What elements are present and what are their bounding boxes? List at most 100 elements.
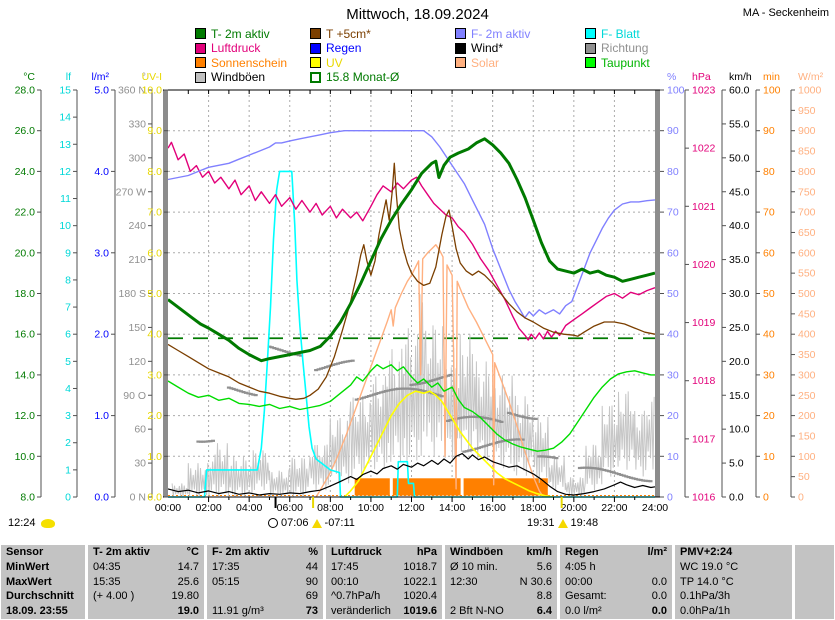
sunset-icon <box>557 518 568 528</box>
table-row: 17:45 1018.7 <box>331 560 437 573</box>
svg-text:10.0: 10.0 <box>729 424 750 436</box>
svg-text:20.0: 20.0 <box>15 247 36 259</box>
legend-swatch-luftdruck <box>195 42 206 54</box>
svg-text:13: 13 <box>59 139 71 151</box>
svg-text:300: 300 <box>128 152 146 164</box>
legend-label-regen: Regen <box>326 41 362 56</box>
svg-text:11: 11 <box>60 193 71 205</box>
legend-swatch-fblatt <box>585 28 596 39</box>
table-col-regen: Regen l/m² 4:05 h 00:00 0.0 Gesamt: 0.0 0.0 l/m… <box>560 545 672 619</box>
svg-text:60: 60 <box>667 247 679 259</box>
legend-label-richtung: Richtung <box>601 41 649 56</box>
svg-text:22:00: 22:00 <box>601 502 627 514</box>
svg-text:100: 100 <box>667 85 685 97</box>
legend-item-taupunkt: Taupunkt <box>585 56 650 70</box>
legend-item-t2m: T- 2m aktiv <box>195 27 270 41</box>
svg-text:0.0: 0.0 <box>94 492 109 504</box>
svg-text:360 N: 360 N <box>118 85 146 97</box>
axis-header-hpa: hPa <box>692 71 711 83</box>
svg-text:8: 8 <box>65 274 71 286</box>
axis-kmh: 0.0 5.0 10.0 15.0 20.0 25.0 30.0 35.0 40.0 45.0 50… <box>721 71 752 504</box>
svg-text:5: 5 <box>65 356 71 368</box>
axis-header-lm2: l/m² <box>92 71 110 83</box>
sunrise-row: 07:06 -07:11 <box>268 517 355 529</box>
station-name: MA - Seckenheim <box>742 7 829 19</box>
svg-text:330: 330 <box>128 118 146 130</box>
table-row: 05:15 90 <box>212 575 318 588</box>
series-solar <box>315 243 544 498</box>
svg-text:0: 0 <box>798 492 804 504</box>
svg-text:16:00: 16:00 <box>480 502 506 514</box>
table-row: Durchschnitt <box>6 590 74 603</box>
svg-text:40.0: 40.0 <box>729 220 750 232</box>
svg-text:12:00: 12:00 <box>398 502 424 514</box>
svg-text:1021: 1021 <box>692 201 716 213</box>
svg-text:300: 300 <box>798 369 816 381</box>
svg-text:30: 30 <box>763 369 775 381</box>
svg-text:00:00: 00:00 <box>155 502 181 514</box>
svg-text:0.0: 0.0 <box>729 492 744 504</box>
sunset-time-1: 19:31 <box>527 517 555 529</box>
svg-text:8.0: 8.0 <box>147 166 162 178</box>
table-row: 18.09. 23:55 <box>6 605 68 618</box>
svg-text:8.0: 8.0 <box>20 492 35 504</box>
svg-text:5.0: 5.0 <box>729 458 744 470</box>
sunrise-icon <box>311 518 322 528</box>
legend-swatch-wind <box>455 42 466 54</box>
svg-text:16.0: 16.0 <box>15 329 36 341</box>
legend-item-fblatt: F- Blatt <box>585 27 640 41</box>
legend-label-monat: 15.8 Monat-Ø <box>326 70 400 85</box>
table-row <box>795 575 834 590</box>
svg-text:02:00: 02:00 <box>195 502 221 514</box>
svg-text:500: 500 <box>798 288 816 300</box>
svg-text:30: 30 <box>667 369 679 381</box>
legend-swatch-uv <box>310 57 321 69</box>
solar-noon-time: 12:24 <box>8 517 36 529</box>
legend-swatch-solar <box>455 57 466 69</box>
legend-swatch-regen <box>310 42 321 54</box>
table-row: TP 14.0 °C <box>680 575 734 588</box>
series-windboeen <box>171 294 655 498</box>
stats-table: Sensor MinWert MaxWert Durchschnitt 18.09. 2… <box>1 545 834 619</box>
axis-header-wm2: W/m² <box>798 71 824 83</box>
legend-item-t5cm: T +5cm* <box>310 27 371 41</box>
gridlines <box>168 90 655 497</box>
svg-text:18:00: 18:00 <box>520 502 546 514</box>
axis-header-min: min <box>763 71 780 83</box>
svg-text:0: 0 <box>65 492 71 504</box>
svg-text:25.0: 25.0 <box>729 322 750 334</box>
axis-header-pct: % <box>667 71 676 83</box>
svg-text:2.0: 2.0 <box>94 329 109 341</box>
svg-text:40: 40 <box>667 329 679 341</box>
svg-text:750: 750 <box>798 186 816 198</box>
svg-text:55.0: 55.0 <box>729 118 750 130</box>
legend-label-solar: Solar <box>471 55 500 70</box>
svg-text:350: 350 <box>798 349 816 361</box>
svg-text:24.0: 24.0 <box>15 166 36 178</box>
svg-text:1018: 1018 <box>692 375 716 387</box>
table-row: 19.0 <box>177 605 199 618</box>
moon-phase-icon <box>268 518 278 528</box>
svg-text:9.0: 9.0 <box>147 125 162 137</box>
table-row: 8.8 <box>536 590 552 603</box>
series-fblatt <box>168 170 655 498</box>
axis-header-kmh: km/h <box>729 71 752 83</box>
table-col-sensor: Sensor MinWert MaxWert Durchschnitt 18.09. 2… <box>1 545 85 619</box>
axis-header-deg: ° <box>142 71 146 83</box>
moon-icon <box>40 518 55 528</box>
svg-text:0.0: 0.0 <box>147 492 162 504</box>
svg-text:3: 3 <box>65 410 71 422</box>
axis-degC: 8.0 10.0 12.0 14.0 16.0 18.0 20.0 22.0 24.0 26.0 2… <box>15 71 42 504</box>
legend-item-luftdruck: Luftdruck <box>195 41 260 55</box>
axis-wm2: 0 50 100 150 200 250 300 350 400 450 500 550 600 650 7… <box>790 71 824 504</box>
sunrise-time-2: -07:11 <box>324 517 355 529</box>
svg-text:80: 80 <box>667 166 679 178</box>
table-row: 2 Bft N-NO 6.4 <box>450 605 552 618</box>
legend-label-sonnenschein: Sonnenschein <box>211 55 288 70</box>
legend-label-wind: Wind* <box>471 41 504 56</box>
svg-text:7: 7 <box>65 302 71 314</box>
legend-swatch-sonnenschein <box>195 57 206 69</box>
svg-text:14.0: 14.0 <box>15 369 36 381</box>
